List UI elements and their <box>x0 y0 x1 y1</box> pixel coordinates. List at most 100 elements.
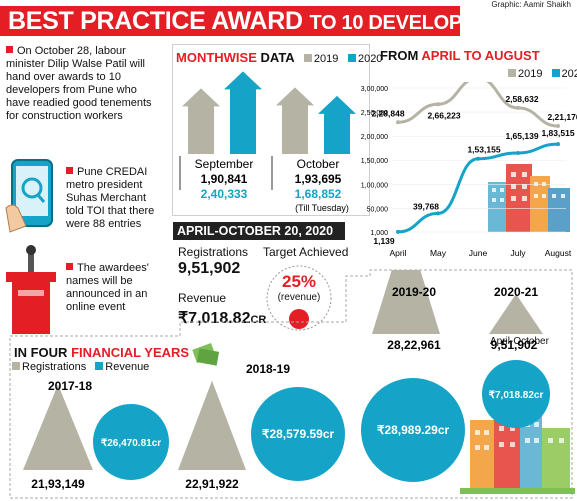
four-years-backdrop <box>9 269 573 499</box>
legend-2020-label: 2020 <box>357 53 383 65</box>
revenue-value-label: ₹7,018.82cr <box>489 390 544 401</box>
building-4 <box>548 188 570 232</box>
circle-revenue-2019-20 <box>361 378 465 482</box>
april-august-title-black: FROM <box>380 48 419 63</box>
year-label: 2020-21 <box>494 285 538 299</box>
y-tick-label: 2,50,000 <box>361 110 388 117</box>
point-2019 <box>436 102 440 107</box>
revenue-amount: ₹7,018.82 <box>178 310 251 327</box>
point-2020 <box>436 211 440 216</box>
bullet-2: Pune CREDAI metro president Suhas Mercha… <box>66 166 156 231</box>
four-years-chart: 2017-18 2018-19 2019-20 2020-21 21,93,149 22,… <box>23 270 575 494</box>
bullet-text: The awardees' names will be announced in… <box>66 262 149 313</box>
y-tick-label: 1,00,000 <box>361 182 388 189</box>
bullet-square <box>66 263 73 270</box>
graphic-credit: Graphic: Aamir Shaikh <box>491 0 571 9</box>
revenue-value-label: ₹28,989.29cr <box>377 423 450 437</box>
registrations-value: 9,51,902 <box>178 260 241 277</box>
data-label-2020: 1,139 <box>373 236 395 246</box>
headline-part1: BEST PRACTICE AWARD <box>8 7 303 35</box>
april-august-title: FROM APRIL TO AUGUST <box>380 48 540 63</box>
search-icon <box>21 177 43 199</box>
y-tick-label: 2,00,000 <box>361 134 388 141</box>
registrations-label: Registrations <box>178 245 249 259</box>
building-3 <box>530 176 550 232</box>
bar-2019-september <box>182 88 220 154</box>
bullet-square <box>66 167 73 174</box>
revenue-value: ₹7,018.82CR <box>178 308 266 328</box>
sub-2020-21: April-October <box>490 336 549 347</box>
legend-2019-swatch <box>508 69 516 77</box>
april-august-title-red: APRIL TO AUGUST <box>421 48 540 63</box>
monthwise-title-red: MONTHWISE <box>176 50 257 65</box>
podium-top <box>6 272 56 282</box>
circle-revenue-2018-19 <box>251 387 345 481</box>
series-line-2019 <box>397 82 559 128</box>
target-badge <box>266 265 332 331</box>
city-building-1 <box>470 420 494 490</box>
legend-2020-swatch <box>347 54 356 62</box>
triangle-registrations-2019-20 <box>372 270 440 334</box>
revenue-unit: CR <box>250 314 267 326</box>
microphone-stand <box>28 250 34 272</box>
x-tick-label: July <box>510 248 526 258</box>
legend-registrations-label: Registrations <box>22 361 87 373</box>
bar-2020-september <box>224 71 262 154</box>
legend-2020-swatch <box>551 69 560 77</box>
point-2020 <box>396 229 400 234</box>
point-2020 <box>556 142 560 147</box>
point-2019 <box>556 123 560 128</box>
y-tick-label: 1,50,000 <box>361 158 388 165</box>
target-sub: (revenue) <box>277 292 321 303</box>
monthwise-panel <box>172 44 370 216</box>
april-october-title: APRIL-OCTOBER 20, 2020 <box>173 222 345 240</box>
bullet-square <box>6 46 13 53</box>
y-tick-label: 3,00,000 <box>361 86 388 93</box>
data-label-2020: 1,65,139 <box>505 131 538 141</box>
city-building-4 <box>542 428 570 490</box>
bullet-text: On October 28, labour minister Dilip Wal… <box>6 45 152 122</box>
triangle-registrations-2020-21 <box>489 294 543 334</box>
legend-2019-swatch <box>303 54 312 62</box>
bullet-1: On October 28, labour minister Dilip Wal… <box>6 45 158 123</box>
target-pct: 25% <box>281 272 317 291</box>
value-label-2019: 1,90,841 <box>201 172 248 186</box>
x-tick-label: June <box>469 248 488 258</box>
phone-screen <box>16 166 48 216</box>
search-icon-handle <box>36 194 46 203</box>
point-2020 <box>476 156 480 161</box>
monthwise-title-rest: DATA <box>260 50 295 65</box>
city-ground <box>460 488 575 494</box>
buildings-illustration <box>488 164 570 232</box>
y-tick-label: 50,000 <box>367 206 389 213</box>
legend-revenue-swatch <box>95 362 104 370</box>
money-icon <box>192 343 220 366</box>
category-label: September <box>195 157 254 171</box>
data-label-2019: 2,58,632 <box>505 94 538 104</box>
value-label-2020: 2,40,333 <box>201 187 248 201</box>
revenue-label: Revenue <box>178 291 227 305</box>
registrations-value-label: 28,22,961 <box>387 338 441 352</box>
registrations-value-label: 22,91,922 <box>185 477 239 491</box>
headline-part2: TO 10 DEVELOPERS <box>309 12 503 34</box>
four-years-title: IN FOUR FINANCIAL YEARS <box>14 345 189 360</box>
point-2020 <box>516 150 520 155</box>
registrations-value-label: 21,93,149 <box>31 477 85 491</box>
april-august-chart: 3,00,000 2,50,000 2,00,000 1,50,000 1,00,000… <box>361 82 577 258</box>
legend-2019-label: 2019 <box>518 68 543 80</box>
registrations-value-label: 9,51,902 <box>491 338 538 352</box>
monthwise-title: MONTHWISE DATA 2019 2020 <box>176 50 382 65</box>
hand-shape <box>5 204 27 233</box>
target-ring <box>266 265 332 331</box>
target-achieved-label: Target Achieved <box>263 245 349 259</box>
legend-registrations-swatch <box>12 362 20 370</box>
bar-2020-october <box>318 95 356 154</box>
x-tick-label: April <box>389 248 406 258</box>
bullet-text: Pune CREDAI metro president Suhas Mercha… <box>66 166 155 230</box>
city-building-3 <box>520 412 542 490</box>
triangle-registrations-2018-19 <box>178 380 246 470</box>
legend-2020-label: 2020 <box>561 68 577 80</box>
april-august-legend: 2019 2020 <box>508 68 577 80</box>
podium-stripe <box>18 290 44 296</box>
value-label-2019: 1,93,695 <box>295 172 342 186</box>
